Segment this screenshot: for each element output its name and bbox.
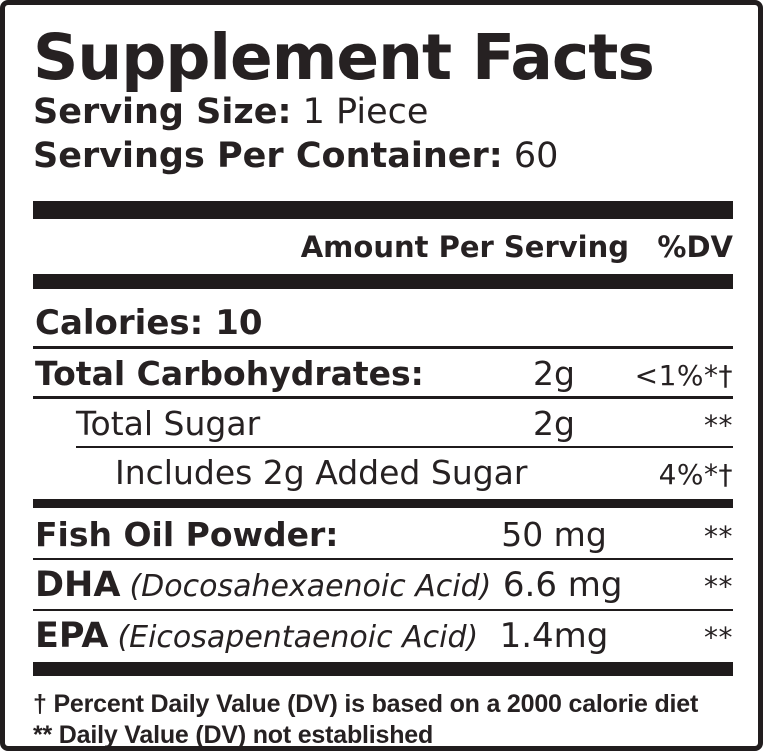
nutrient-amount: 2g [533,353,575,393]
table-row-dha: DHA (Docosahexaenoic Acid) 6.6 mg ** [33,560,733,611]
servings-per-container-line: Servings Per Container: 60 [33,135,733,178]
nutrient-name: Total Sugar [76,403,261,443]
divider-small [33,498,733,508]
nutrient-dv: ** [704,569,733,603]
serving-size-label: Serving Size: [33,92,292,133]
serving-size-value: 1 Piece [302,92,429,133]
nutrient-dv: 4%*† [658,457,733,491]
servings-per-container-label: Servings Per Container: [33,135,503,176]
nutrient-name: Total Carbohydrates: [35,353,424,393]
nutrient-name: EPA [35,615,109,656]
amount-per-serving-header: Amount Per Serving [300,229,629,264]
panel-inner: Supplement Facts Serving Size: 1 Piece S… [5,5,758,750]
nutrient-dv: ** [704,620,733,654]
nutrient-dv: ** [704,408,733,442]
calories-label: Calories: [35,302,204,343]
footnote-dv-not-established: ** Daily Value (DV) not established [33,721,434,750]
table-row-total-sugar: Total Sugar 2g ** [76,399,733,448]
divider-thick-bottom [33,661,733,676]
table-row-fish-oil-powder: Fish Oil Powder: 50 mg ** [33,508,733,560]
footnote-dv-basis: † Percent Daily Value (DV) is based on a… [33,689,699,718]
calories-row: Calories: 10 [33,289,733,349]
divider-thick-top [33,200,733,219]
nutrient-detail: (Eicosapentaenoic Acid) [117,619,479,655]
footnotes: † Percent Daily Value (DV) is based on a… [33,689,733,750]
nutrient-name: DHA [35,564,121,605]
nutrient-name: Fish Oil Powder: [35,514,339,554]
dv-header: %DV [657,229,733,264]
calories-value: 10 [215,302,263,343]
nutrient-dv: <1%*† [634,358,733,392]
table-row-total-carbohydrates: Total Carbohydrates: 2g <1%*† [33,349,733,399]
nutrient-detail: (Docosahexaenoic Acid) [129,568,492,604]
nutrient-amount: 2g [533,403,575,443]
serving-size-line: Serving Size: 1 Piece [33,91,733,134]
servings-per-container-value: 60 [513,135,559,176]
nutrient-amount: 1.4mg [499,615,609,656]
table-row-added-sugar: Includes 2g Added Sugar 4%*† [33,448,733,495]
divider-mid [33,273,733,289]
column-header-row: Amount Per Serving %DV [33,219,733,274]
panel-title: Supplement Facts [33,21,655,94]
nutrient-name: Includes 2g Added Sugar [115,452,528,492]
table-row-epa: EPA (Eicosapentaenoic Acid) 1.4mg ** [33,611,733,660]
nutrient-amount: 6.6 mg [502,564,623,605]
nutrient-dv: ** [704,519,733,553]
nutrient-amount: 50 mg [501,514,607,554]
